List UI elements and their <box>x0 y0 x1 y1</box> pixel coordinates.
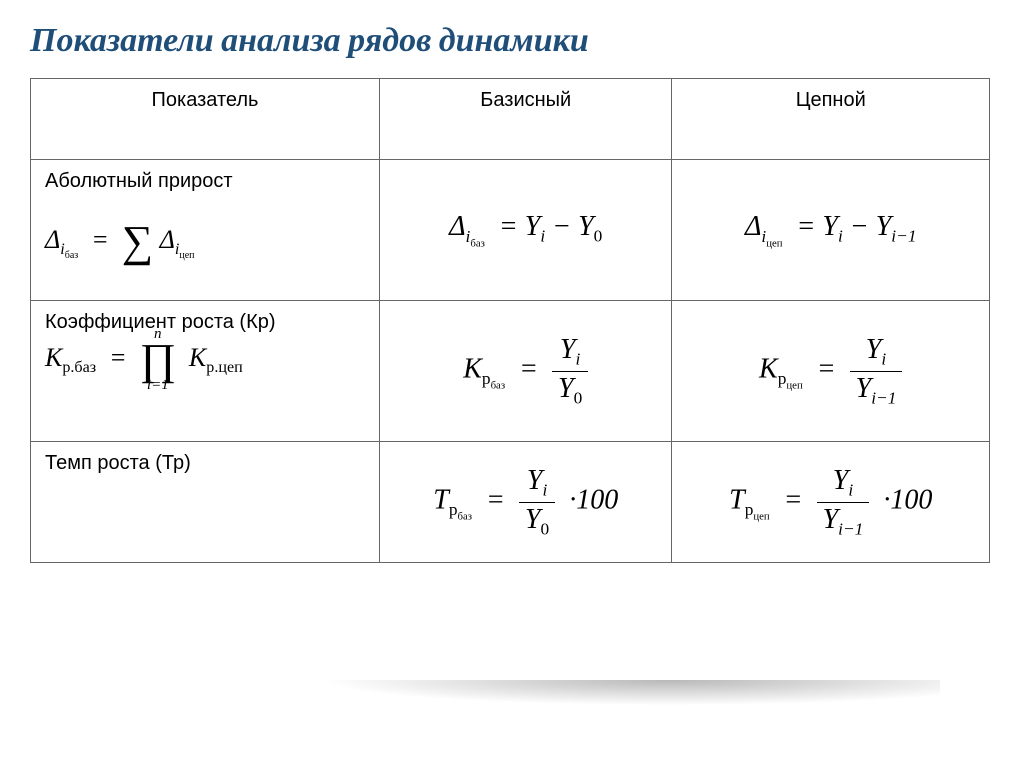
formula-absgrowth-chain: Δiцеп = Yi − Yi−1 <box>672 160 990 301</box>
row-label-growthrate: Темп роста (Тр) <box>31 442 380 563</box>
decorative-shadow <box>40 680 940 740</box>
formula-growthrate-chain: Tрцеп = Yi Yi−1 ·100 <box>672 442 990 563</box>
row-label-absgrowth: Аболютный прирост Δiбаз = ∑ Δiцеп <box>31 160 380 301</box>
header-row: Показатель Базисный Цепной <box>31 79 990 160</box>
col-base: Базисный <box>380 79 672 160</box>
formula-growthcoef-chain: Kрцеп = Yi Yi−1 <box>672 301 990 442</box>
col-chain: Цепной <box>672 79 990 160</box>
col-indicator: Показатель <box>31 79 380 160</box>
page-title: Показатели анализа рядов динамики <box>30 20 994 60</box>
rel-formula-growthcoef: Kр.баз = n ∏ i=1 Kр.цеп <box>45 340 243 380</box>
label-text: Темп роста (Тр) <box>45 452 191 474</box>
label-text: Аболютный прирост <box>45 170 233 192</box>
formula-absgrowth-base: Δiбаз = Yi − Y0 <box>380 160 672 301</box>
rel-formula-absgrowth: Δiбаз = ∑ Δiцеп <box>45 222 195 262</box>
indicators-table: Показатель Базисный Цепной Аболютный при… <box>30 78 990 563</box>
formula-growthrate-base: Tрбаз = Yi Y0 ·100 <box>380 442 672 563</box>
formula-growthcoef-base: Kрбаз = Yi Y0 <box>380 301 672 442</box>
table-row: Коэффициент роста (Кр) Kр.баз = n ∏ i=1 … <box>31 301 990 442</box>
table-row: Аболютный прирост Δiбаз = ∑ Δiцеп Δiбаз … <box>31 160 990 301</box>
row-label-growthcoef: Коэффициент роста (Кр) Kр.баз = n ∏ i=1 … <box>31 301 380 442</box>
table-row: Темп роста (Тр) Tрбаз = Yi Y0 ·100 Tрцеп… <box>31 442 990 563</box>
